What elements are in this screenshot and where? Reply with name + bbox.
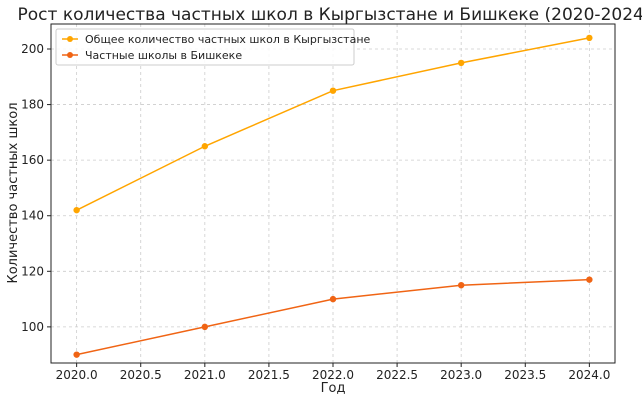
y-tick-label: 100 — [21, 320, 44, 334]
legend-box — [55, 28, 355, 66]
data-point — [457, 281, 465, 289]
x-tick-label: 2023.5 — [504, 368, 546, 382]
y-axis-label: Количество частных школ — [6, 102, 21, 283]
data-point — [73, 206, 80, 214]
x-axis-label: Год — [321, 381, 346, 396]
legend-marker-bishkek — [67, 52, 73, 58]
y-tick-label: 140 — [21, 209, 44, 223]
data-point — [201, 323, 209, 331]
legend-label-kyrgyzstan: Общее количество частных школ в Кыргызст… — [85, 33, 371, 46]
x-tick-label: 2023.0 — [440, 368, 482, 382]
legend-label-bishkek: Частные школы в Бишкеке — [85, 49, 242, 62]
x-tick-label: 2021.0 — [184, 368, 226, 382]
y-axis-ticks: 100 120 140 160 180 200 — [21, 42, 51, 334]
y-tick-label: 120 — [21, 264, 44, 278]
data-point — [73, 351, 80, 358]
data-point — [586, 276, 593, 283]
x-tick-label: 2024.0 — [568, 368, 610, 382]
data-point — [329, 295, 337, 303]
series-group — [73, 34, 593, 358]
data-point — [329, 87, 337, 94]
x-tick-label: 2020.0 — [56, 368, 98, 382]
chart-title: Рост количества частных школ в Кыргызста… — [18, 5, 642, 25]
x-tick-label: 2022.5 — [376, 368, 418, 382]
data-point — [457, 59, 465, 67]
legend: Общее количество частных школ в Кыргызст… — [55, 28, 371, 66]
y-tick-label: 160 — [21, 153, 44, 167]
x-tick-label: 2020.5 — [120, 368, 162, 382]
x-axis-ticks: 2020.0 2020.5 2021.0 2021.5 2022.0 2022.5 2023… — [56, 363, 610, 382]
y-tick-label: 200 — [21, 42, 44, 56]
x-tick-label: 2022.0 — [312, 368, 354, 382]
data-point — [586, 34, 593, 42]
x-tick-label: 2021.5 — [248, 368, 290, 382]
legend-marker-kyrgyzstan — [67, 36, 73, 42]
grid — [51, 24, 615, 363]
data-point — [201, 143, 209, 150]
y-tick-label: 180 — [21, 98, 44, 112]
